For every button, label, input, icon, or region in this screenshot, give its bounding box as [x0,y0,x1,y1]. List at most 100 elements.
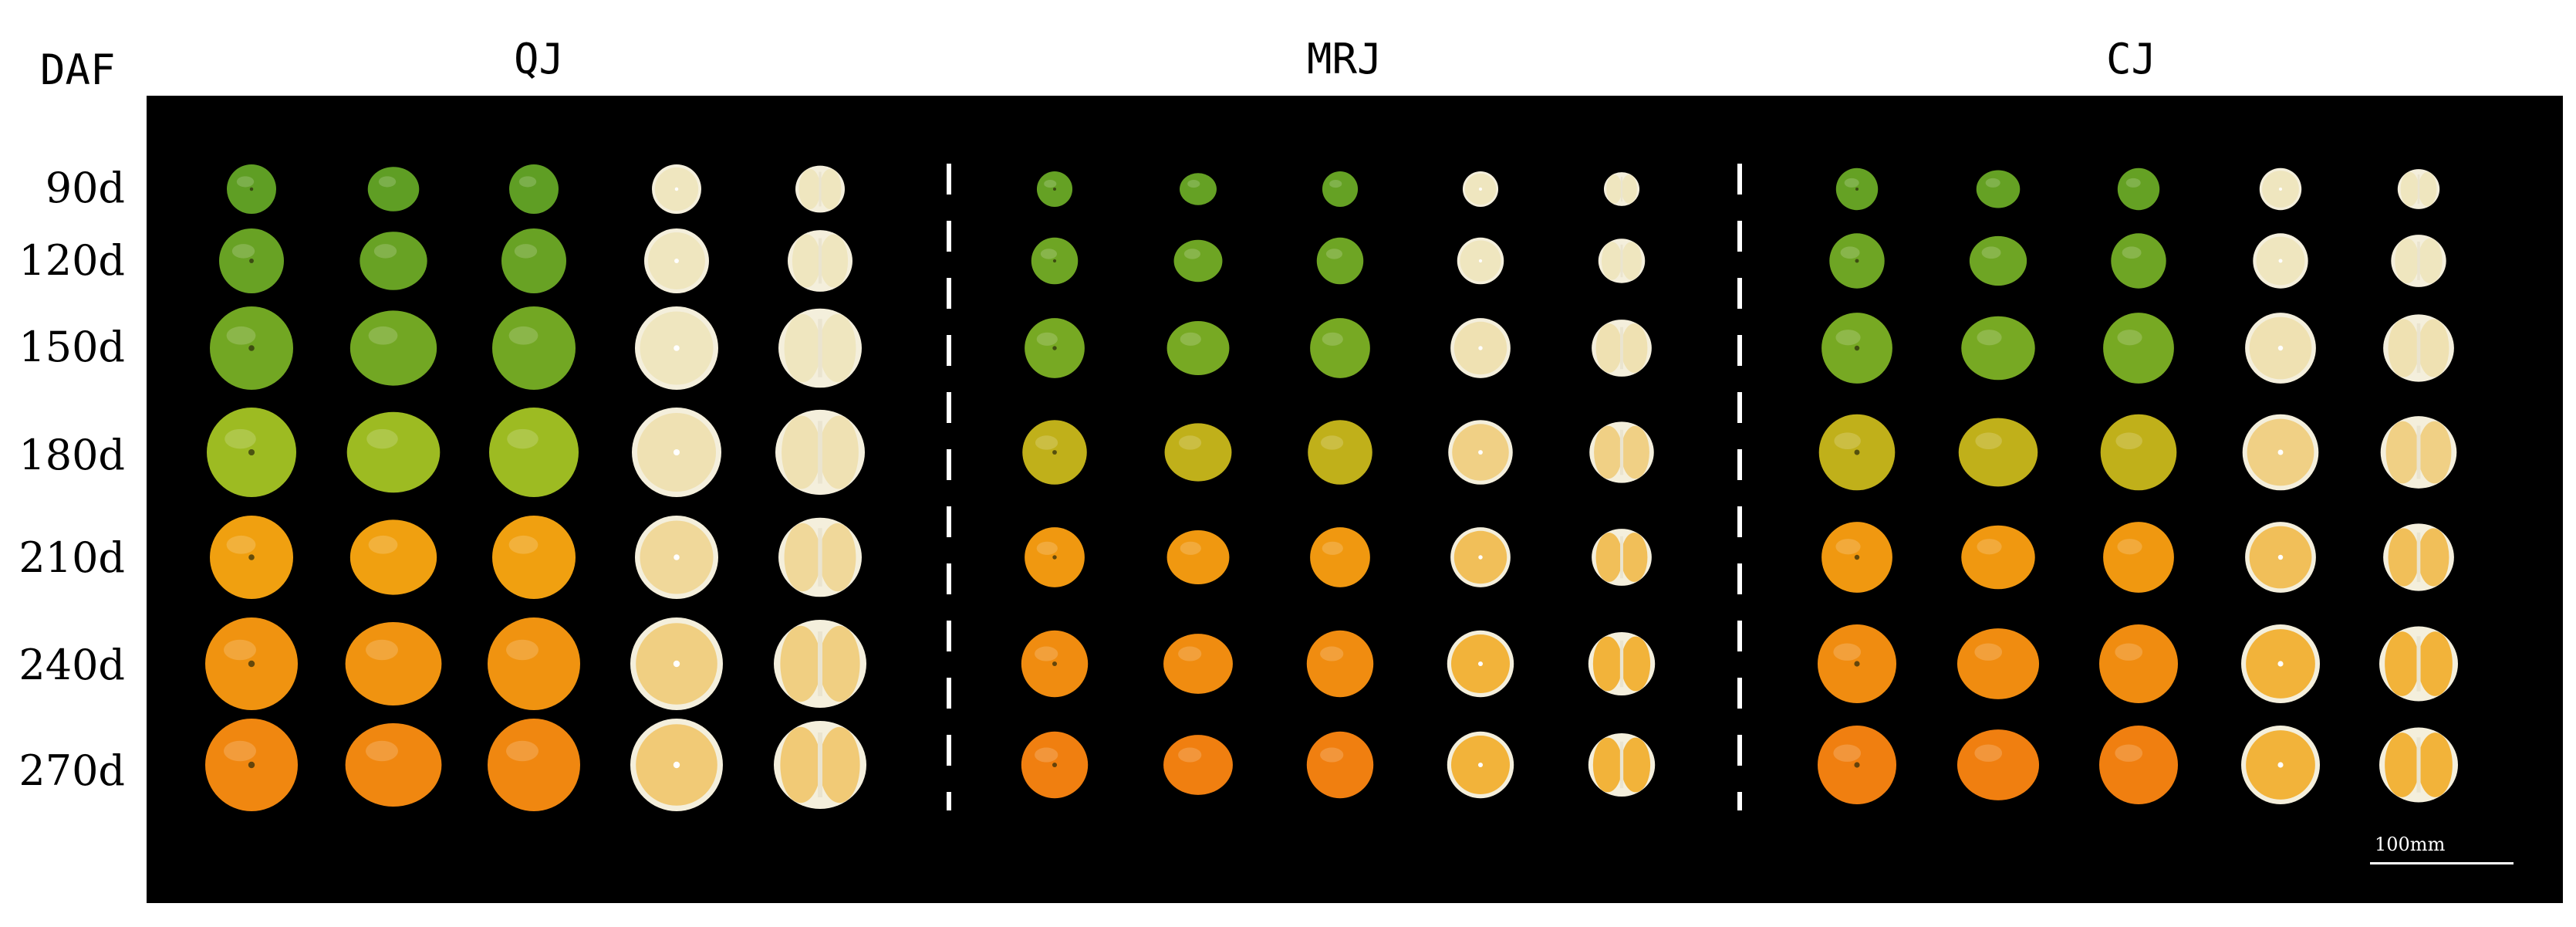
fruit-qj-90d-3 [509,164,559,214]
fruit-cj-150d-3 [2103,313,2174,384]
fruit-mrj-240d-2 [1163,634,1233,694]
fruit-qj-90d-5 [795,165,845,213]
fruit-cj-210d-4 [2245,522,2316,593]
fruit-cj-90d-1 [1835,167,1879,211]
fruit-cj-120d-4 [2253,233,2308,289]
fruit-cj-240d-3 [2099,624,2178,703]
fruit-cj-150d-4 [2245,313,2316,384]
fruit-mrj-270d-5 [1588,732,1656,797]
fruit-cj-270d-5 [2379,727,2458,803]
fruit-mrj-270d-4 [1447,731,1514,799]
fruit-qj-240d-2 [345,622,442,705]
fruit-mrj-210d-3 [1310,527,1370,587]
fruit-mrj-90d-5 [1603,172,1640,206]
fruit-mrj-90d-3 [1322,171,1359,208]
fruit-qj-150d-3 [492,306,576,390]
fruit-cj-270d-4 [2241,726,2320,804]
fruit-mrj-150d-3 [1310,318,1370,378]
fruit-qj-150d-2 [349,310,437,386]
fruit-cj-90d-4 [2259,167,2302,211]
fruit-cj-120d-3 [2111,233,2166,289]
fruit-cj-180d-2 [1958,418,2038,487]
fruit-mrj-270d-1 [1021,731,1089,799]
fruit-mrj-180d-4 [1448,420,1513,485]
fruit-qj-180d-1 [207,408,296,497]
fruit-qj-120d-4 [644,228,709,293]
fruit-cj-180d-3 [2100,414,2177,491]
fruit-qj-120d-1 [219,228,284,293]
fruit-mrj-210d-4 [1450,527,1511,587]
fruit-mrj-240d-4 [1447,630,1514,698]
fruit-cj-240d-2 [1956,628,2040,699]
fruit-qj-240d-4 [630,617,723,710]
timepoint-label-90d: 90d [45,164,125,212]
fruit-cj-240d-1 [1818,624,1896,703]
fruit-mrj-150d-1 [1025,318,1085,378]
scale-bar-label: 100mm [2375,834,2446,855]
fruit-cj-90d-2 [1976,170,2021,208]
fruit-mrj-210d-5 [1592,529,1652,586]
fruit-cj-150d-2 [1961,316,2035,381]
fruit-mrj-180d-5 [1589,421,1654,483]
fruit-qj-120d-2 [360,232,427,290]
fruit-qj-180d-4 [632,408,721,497]
fruit-cj-270d-3 [2099,726,2178,804]
fruit-qj-180d-5 [775,409,865,496]
fruit-mrj-120d-5 [1598,239,1646,283]
fruit-mrj-90d-1 [1036,171,1073,208]
fruit-cj-180d-5 [2380,416,2457,489]
fruit-mrj-270d-3 [1306,731,1374,799]
fruit-mrj-240d-5 [1588,631,1656,696]
fruit-qj-270d-4 [630,719,723,811]
fruit-cj-90d-5 [2397,169,2440,209]
fruit-qj-210d-5 [778,517,862,597]
fruit-mrj-150d-5 [1592,320,1652,377]
daf-header: DAF [40,46,116,94]
timepoint-label-210d: 210d [19,533,125,582]
fruit-cj-120d-2 [1969,235,2027,286]
fruit-mrj-180d-2 [1164,423,1232,482]
fruit-mrj-120d-4 [1457,237,1504,285]
fruit-qj-270d-5 [774,721,866,809]
fruit-qj-210d-4 [635,516,718,599]
fruit-mrj-120d-2 [1173,239,1223,282]
fruit-qj-240d-3 [488,617,580,710]
fruit-qj-150d-4 [635,306,718,390]
fruit-mrj-240d-3 [1306,630,1374,698]
fruit-mrj-150d-4 [1450,318,1511,378]
fruit-mrj-120d-1 [1031,237,1079,285]
fruit-qj-270d-3 [488,719,580,811]
fruit-cj-270d-2 [1956,729,2040,800]
fruit-mrj-210d-2 [1166,530,1230,584]
group-label-qj: QJ [514,35,565,83]
fruit-mrj-90d-2 [1180,173,1217,205]
fruit-cj-210d-1 [1821,522,1892,593]
fruit-mrj-240d-1 [1021,630,1089,698]
fruit-mrj-210d-1 [1025,527,1085,587]
fruit-qj-180d-3 [489,408,579,497]
fruit-cj-210d-5 [2383,523,2454,591]
fruit-qj-270d-1 [205,719,298,811]
fruit-cj-240d-4 [2241,624,2320,703]
timepoint-label-180d: 180d [19,431,125,479]
fruit-mrj-180d-1 [1022,420,1087,485]
group-label-cj: CJ [2106,35,2157,83]
fruit-qj-90d-4 [652,164,701,214]
scale-bar [2370,862,2514,864]
fruit-cj-210d-2 [1961,525,2035,590]
fruit-qj-210d-1 [210,516,293,599]
fruit-qj-150d-1 [210,306,293,390]
timepoint-label-150d: 150d [19,323,125,371]
fruit-qj-210d-2 [349,519,437,595]
fruit-qj-90d-2 [367,167,420,211]
fruit-qj-120d-3 [501,228,566,293]
fruit-qj-270d-2 [345,723,442,807]
fruit-cj-120d-1 [1829,233,1885,289]
fruit-qj-210d-3 [492,516,576,599]
fruit-mrj-120d-3 [1316,237,1364,285]
fruit-qj-150d-5 [778,308,862,388]
fruit-mrj-270d-2 [1163,735,1233,795]
fruit-cj-240d-5 [2379,626,2458,702]
fruit-cj-150d-5 [2383,314,2454,382]
